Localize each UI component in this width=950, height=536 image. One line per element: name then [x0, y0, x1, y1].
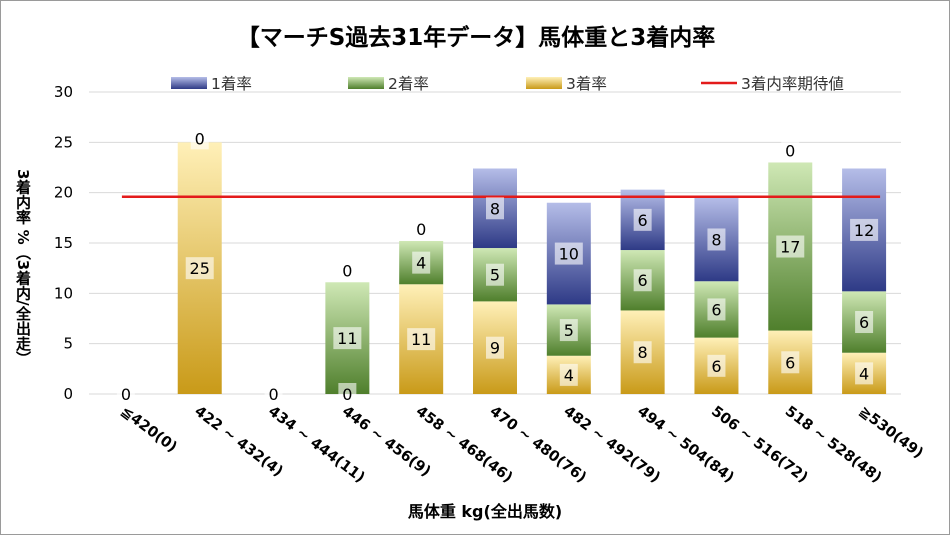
- y-tick-label: 5: [63, 335, 73, 353]
- legend-swatch: [348, 77, 384, 89]
- data-label: 8: [490, 199, 500, 218]
- data-label-bg: [776, 235, 805, 258]
- data-label: 0: [785, 141, 795, 160]
- data-label-bg: [707, 298, 726, 321]
- chart-title: 【マーチS過去31年データ】馬体重と3着内率: [237, 24, 716, 51]
- y-tick-label: 15: [54, 234, 73, 252]
- legend: 1着率 2着率 3着率 3着内率期待値: [171, 75, 844, 93]
- data-label-bg: [412, 251, 431, 274]
- data-label-bg: [633, 269, 652, 292]
- data-label-bg: [559, 363, 578, 386]
- data-label: 6: [859, 313, 869, 332]
- data-label-bg: [633, 208, 652, 231]
- data-label-bg: [185, 257, 214, 280]
- data-label: 6: [638, 271, 648, 290]
- data-label: 4: [564, 366, 574, 385]
- legend-label: 1着率: [211, 75, 252, 93]
- data-label-bg: [190, 127, 209, 150]
- data-label-bg: [781, 351, 800, 374]
- data-label: 10: [559, 245, 579, 264]
- data-label: 8: [638, 343, 648, 362]
- data-label-bg: [559, 319, 578, 342]
- y-tick-label: 30: [54, 83, 73, 101]
- data-label: 6: [711, 357, 721, 376]
- x-tick-label: ≦420(0): [118, 403, 180, 455]
- data-label-bg: [707, 354, 726, 377]
- legend-label: 3着率: [566, 75, 607, 93]
- data-label-bg: [333, 327, 362, 350]
- y-tick-label: 10: [54, 284, 73, 302]
- data-label-bg: [486, 336, 504, 359]
- data-label: 4: [859, 364, 869, 383]
- data-label-bg: [412, 217, 431, 240]
- data-label: 0: [342, 385, 352, 404]
- data-label-bg: [781, 139, 800, 162]
- data-label-bg: [707, 228, 726, 251]
- data-label: 12: [854, 221, 874, 240]
- x-axis-ticks: ≦420(0) 422 ~ 432(4)434 ~ 444(11)446 ~ 45…: [118, 403, 926, 486]
- data-label: 4: [416, 254, 426, 273]
- data-label-bg: [554, 242, 583, 265]
- data-label: 0: [342, 261, 352, 280]
- data-label: 11: [411, 330, 431, 349]
- data-label-bg: [486, 263, 504, 286]
- data-label-bg: [264, 383, 283, 405]
- x-tick-label: ≧530(49): [856, 403, 926, 461]
- data-labels: 0 25 0 0 0 11 0 11 4 0 9 5 8 4 5 10 8 6 6 6 6 8 6 17 0 4 6 12: [116, 127, 879, 405]
- data-label: 6: [785, 353, 795, 372]
- data-label-bg: [407, 328, 436, 351]
- data-label-bg: [855, 311, 874, 334]
- data-label-bg: [855, 362, 874, 385]
- legend-swatch: [526, 77, 562, 89]
- y-tick-label: 20: [54, 184, 73, 202]
- data-label: 9: [490, 339, 500, 358]
- data-label-bg: [116, 383, 135, 405]
- data-label: 8: [711, 230, 721, 249]
- y-tick-label: 0: [63, 385, 73, 403]
- data-label: 11: [337, 329, 357, 348]
- data-label: 5: [490, 266, 500, 285]
- y-axis-ticks: 0 5 10 15 20 25 30: [54, 83, 73, 403]
- data-label: 6: [711, 300, 721, 319]
- data-label: 6: [638, 211, 648, 230]
- x-axis-label: 馬体重 kg(全出馬数): [408, 502, 562, 521]
- data-label-bg: [338, 259, 357, 282]
- data-label: 0: [416, 220, 426, 239]
- legend-label: 2着率: [388, 75, 429, 93]
- data-label: 25: [190, 259, 210, 278]
- data-label-bg: [338, 383, 357, 405]
- data-label: 17: [780, 238, 800, 257]
- data-label: 0: [195, 129, 205, 148]
- legend-label: 3着内率期待値: [741, 75, 844, 93]
- data-label-bg: [486, 197, 504, 220]
- bars: [177, 142, 887, 394]
- legend-swatch: [171, 77, 207, 89]
- data-label: 0: [121, 385, 131, 404]
- y-tick-label: 25: [54, 133, 73, 151]
- data-label: 5: [564, 321, 574, 340]
- data-label-bg: [633, 341, 652, 364]
- y-axis-label: 3着内率 %（3着内/全出走）: [14, 169, 32, 366]
- data-label: 0: [268, 385, 278, 404]
- data-label-bg: [850, 218, 879, 241]
